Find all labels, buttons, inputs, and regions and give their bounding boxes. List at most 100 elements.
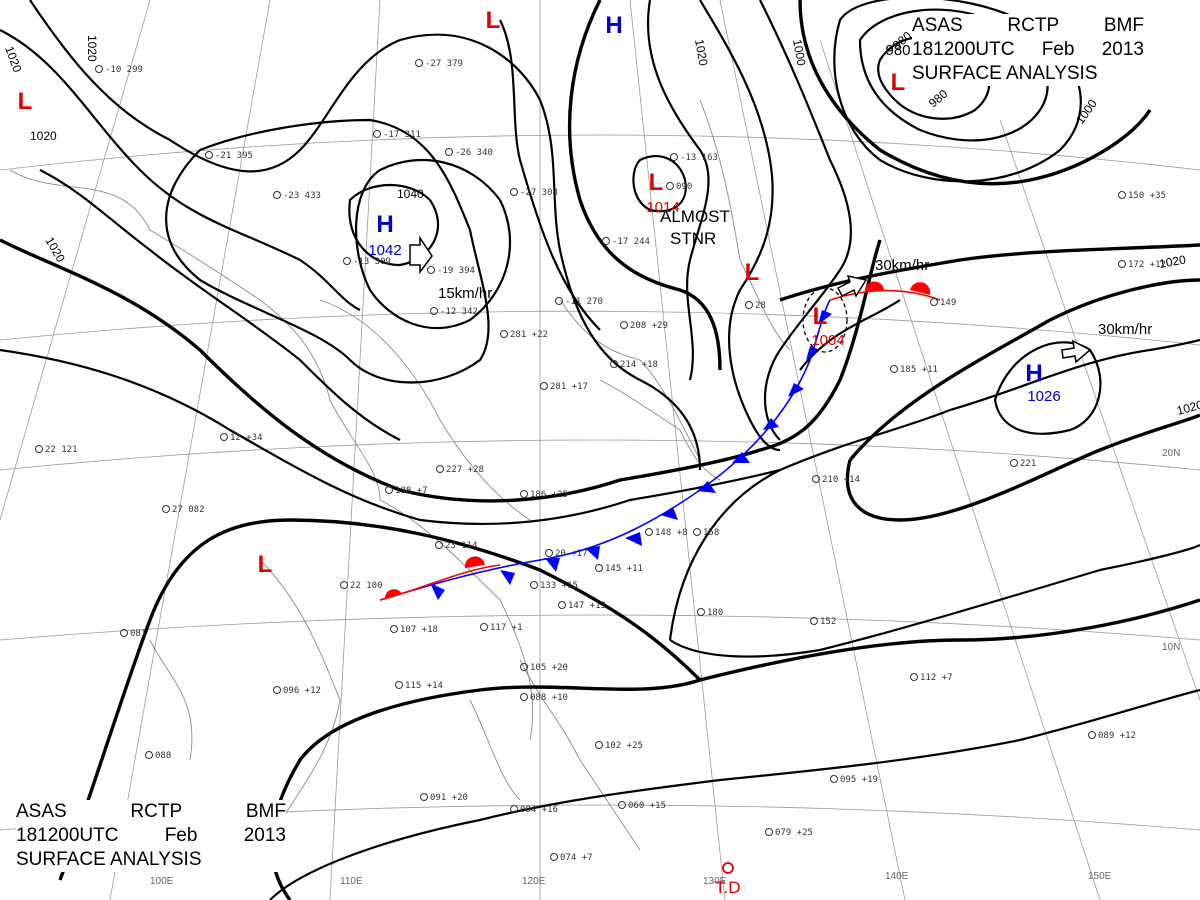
motion-speed-label: 30km/hr xyxy=(875,257,929,274)
station-label: -27 308 xyxy=(520,188,558,198)
station-label: 091 +20 xyxy=(430,793,468,803)
station-plot: 152 xyxy=(810,617,836,627)
station-plot: 095 +19 xyxy=(830,775,878,785)
station-circle-icon xyxy=(420,793,428,801)
station-circle-icon xyxy=(530,581,538,589)
station-label: 115 +14 xyxy=(405,681,443,691)
station-plot: 107 +18 xyxy=(390,625,438,635)
station-label: 23 114 xyxy=(445,541,478,551)
station-label: 088 +10 xyxy=(530,693,568,703)
station-plot: -19 394 xyxy=(427,266,475,276)
station-plot: -13 163 xyxy=(670,153,718,163)
station-label: 281 +22 xyxy=(510,330,548,340)
station-label: 096 +12 xyxy=(283,686,321,696)
station-label: 188 +7 xyxy=(395,486,428,496)
central-pressure-value: 1004 xyxy=(811,332,844,349)
station-circle-icon xyxy=(390,625,398,633)
station-circle-icon xyxy=(343,257,351,265)
station-circle-icon xyxy=(385,486,393,494)
station-label: -21 395 xyxy=(215,151,253,161)
central-pressure-value: 1014 xyxy=(646,199,679,216)
station-plot: 22 100 xyxy=(340,581,383,591)
station-circle-icon xyxy=(273,686,281,694)
station-circle-icon xyxy=(1118,191,1126,199)
station-plot: 147 +13 xyxy=(558,601,606,611)
station-plot: 227 +28 xyxy=(436,465,484,475)
station-plot: 115 +14 xyxy=(395,681,443,691)
station-circle-icon xyxy=(205,151,213,159)
station-label: 148 +8 xyxy=(655,528,688,538)
station-circle-icon xyxy=(595,564,603,572)
station-label: -17 311 xyxy=(383,130,421,140)
longitude-label: 140E xyxy=(885,871,909,882)
station-label: 074 +7 xyxy=(560,853,593,863)
station-label: 150 +35 xyxy=(1128,191,1166,201)
station-plot: 149 xyxy=(930,298,956,308)
header-line-3: SURFACE ANALYSIS xyxy=(912,63,1098,84)
station-circle-icon xyxy=(670,153,678,161)
station-circle-icon xyxy=(162,505,170,513)
motion-labels: 15km/hr 30km/hr 30km/hr xyxy=(438,257,1152,338)
header-line-1: ASAS RCTP BMF xyxy=(16,801,286,822)
station-plots: -27 379 -26 340 -21 395 -23 433 -19 394 -13 3… xyxy=(35,59,1166,863)
station-plot: 214 +18 xyxy=(610,360,658,370)
station-plot: 112 +7 xyxy=(910,673,953,683)
station-circle-icon xyxy=(830,775,838,783)
station-circle-icon xyxy=(550,853,558,861)
station-circle-icon xyxy=(480,623,488,631)
low-pressure-center: L xyxy=(486,7,501,34)
motion-speed-label: 15km/hr xyxy=(438,285,492,302)
motion-arrow-1 xyxy=(409,235,433,275)
station-label: 180 xyxy=(707,608,723,618)
station-label: -27 379 xyxy=(425,59,463,69)
station-circle-icon xyxy=(645,528,653,536)
station-plot: 281 +22 xyxy=(500,330,548,340)
station-label: 117 +1 xyxy=(490,623,523,633)
station-label: 107 +18 xyxy=(400,625,438,635)
station-circle-icon xyxy=(436,465,444,473)
station-label: 079 +25 xyxy=(775,828,813,838)
station-label: 095 +19 xyxy=(840,775,878,785)
station-label: -12 342 xyxy=(440,307,478,317)
station-label: 186 +25 xyxy=(530,490,568,500)
station-plot: 210 +14 xyxy=(812,475,860,485)
isobar-label: 1020 xyxy=(1175,397,1200,418)
station-label: 112 +7 xyxy=(920,673,953,683)
station-plot: 28 xyxy=(745,301,766,311)
longitude-label: 130E xyxy=(703,876,727,887)
low-pressure-center: L xyxy=(258,551,273,578)
station-circle-icon xyxy=(510,805,518,813)
station-label: 133 +15 xyxy=(540,581,578,591)
station-plot: -23 433 xyxy=(273,191,321,201)
station-circle-icon xyxy=(520,693,528,701)
station-circle-icon xyxy=(273,191,281,199)
station-circle-icon xyxy=(1088,731,1096,739)
station-plot: -27 379 xyxy=(415,59,463,69)
low-pressure-center: L xyxy=(745,259,760,286)
station-circle-icon xyxy=(610,360,618,368)
motion-arrows xyxy=(409,235,1092,364)
longitude-label: 150E xyxy=(1088,871,1112,882)
warm-front-semicircles xyxy=(385,281,931,598)
station-circle-icon xyxy=(810,617,818,625)
station-plot: 188 +7 xyxy=(385,486,428,496)
station-plot: 186 +25 xyxy=(520,490,568,500)
station-label: -13 309 xyxy=(353,257,391,267)
station-circle-icon xyxy=(430,307,438,315)
station-plot: 081 xyxy=(120,629,146,639)
station-plot: 180 xyxy=(697,608,723,618)
station-plot: -11 270 xyxy=(555,297,603,307)
station-plot: 150 +35 xyxy=(1118,191,1166,201)
station-circle-icon xyxy=(602,237,610,245)
station-circle-icon xyxy=(395,681,403,689)
header-line-3: SURFACE ANALYSIS xyxy=(16,849,202,870)
station-label: 090 xyxy=(676,182,692,192)
station-plot: 084 +16 xyxy=(510,805,558,815)
station-plot: -17 311 xyxy=(373,130,421,140)
station-label: 105 +20 xyxy=(530,663,568,673)
station-plot: 088 xyxy=(145,751,171,761)
warm-front-line xyxy=(379,564,501,601)
